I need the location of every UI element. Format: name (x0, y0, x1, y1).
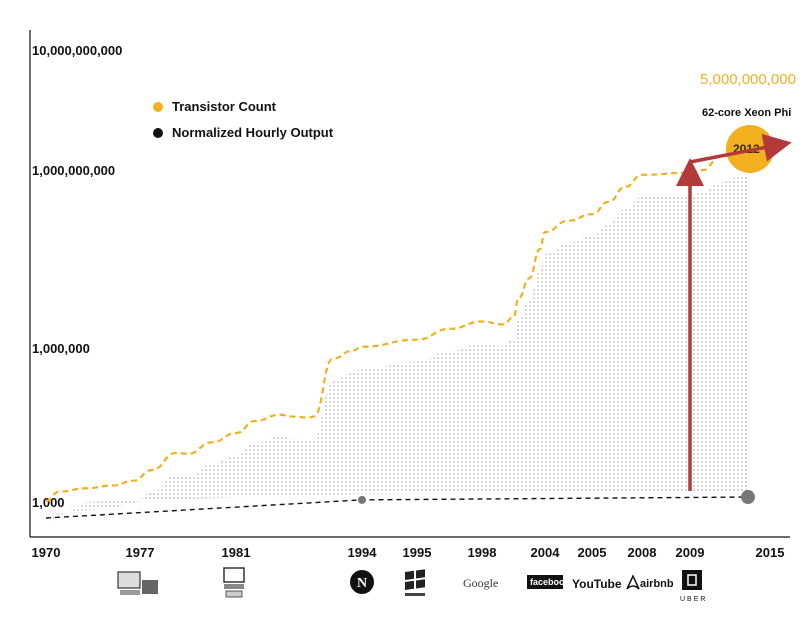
x-tick-label: 1970 (32, 545, 61, 560)
airbnb-logo: airbnb (626, 574, 674, 590)
x-tick-label: 2004 (531, 545, 561, 560)
series-line-normalized-hourly-output (45, 496, 749, 519)
netscape-icon: N (350, 570, 374, 594)
output-point (358, 495, 366, 504)
x-tick-labels: 1970 1977 1981 1994 1995 1998 2004 2005 2008 2009… (32, 545, 785, 560)
x-tick-label: 1981 (222, 545, 251, 560)
legend-label-transistor-count: Transistor Count (172, 99, 277, 114)
legend-marker-normalized-hourly-output (153, 128, 163, 138)
x-tick-label: 1995 (403, 545, 432, 560)
annotation-value: 5,000,000,000 (700, 71, 796, 88)
facebook-logo: facebook (527, 575, 571, 589)
annotation-processor: 62-core Xeon Phi (702, 107, 791, 119)
x-tick-label: 2009 (676, 545, 705, 560)
y-tick-label: 1,000 (32, 495, 65, 510)
x-tick-label: 2008 (628, 545, 657, 560)
legend-label-normalized-hourly-output: Normalized Hourly Output (172, 125, 334, 140)
svg-text:facebook: facebook (530, 577, 571, 587)
svg-text:airbnb: airbnb (640, 578, 674, 590)
uber-logo: UBER (680, 570, 707, 603)
y-tick-label: 1,000,000,000 (32, 163, 115, 178)
output-points (358, 490, 755, 505)
diagonal-arrow (689, 133, 792, 164)
dotted-output-area (46, 174, 748, 523)
desktop-computer-icon (117, 571, 158, 595)
svg-text:YouTube: YouTube (572, 577, 622, 591)
legend: Transistor Count Normalized Hourly Outpu… (153, 99, 334, 140)
x-tick-label: 1998 (468, 545, 497, 560)
svg-text:N: N (357, 576, 367, 591)
youtube-logo: YouTube (572, 577, 622, 591)
output-point (741, 490, 755, 505)
y-tick-label: 10,000,000,000 (32, 43, 122, 58)
logo-row: N Google facebook YouTube airbnb UBER (117, 567, 707, 603)
x-tick-label: 2015 (756, 545, 785, 560)
pc-computer-icon (223, 567, 245, 598)
x-tick-label: 1977 (126, 545, 155, 560)
x-tick-label: 2005 (578, 545, 607, 560)
windows-icon (405, 569, 425, 596)
x-tick-label: 1994 (348, 545, 378, 560)
svg-text:UBER: UBER (680, 596, 707, 603)
google-logo: Google (463, 576, 498, 590)
y-tick-label: 1,000,000 (32, 341, 90, 356)
legend-marker-transistor-count (153, 102, 163, 112)
